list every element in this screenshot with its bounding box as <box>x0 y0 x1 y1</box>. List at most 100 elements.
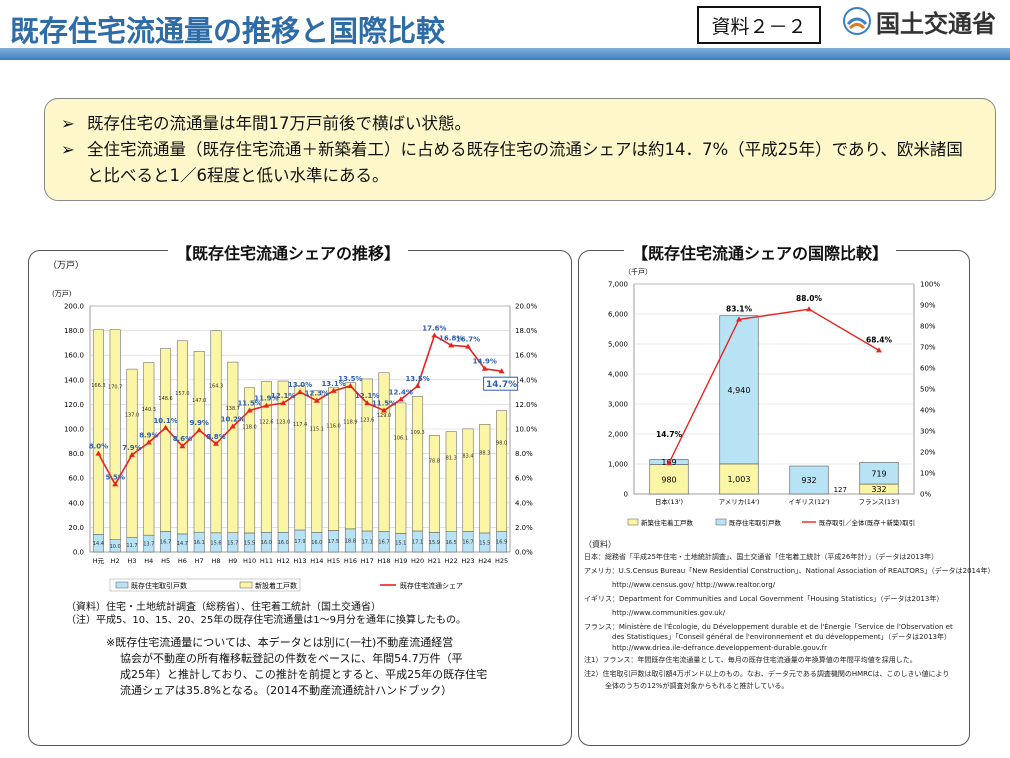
bar-existing-label: 15.5 <box>244 540 255 546</box>
right-tick-label: 6.0% <box>515 475 533 483</box>
bar-new-construction <box>428 435 440 533</box>
bar-new-label: 129.0 <box>377 413 391 419</box>
page-title: 既存住宅流通量の推移と国際比較 <box>10 14 446 48</box>
right-tick-label: 70% <box>920 344 936 352</box>
bar-new-construction <box>378 372 390 532</box>
bar-existing-label: 13.7 <box>143 542 154 548</box>
left-tick-label: 180.0 <box>64 327 84 335</box>
bar-existing-label: 719 <box>871 469 886 478</box>
right-tick-label: 14.0% <box>515 376 538 384</box>
left-tick-label: 120.0 <box>64 401 84 409</box>
left-remark-line: 成25年）と推計しており、この推計を前提とすると、平成25年の既存住宅 <box>120 668 488 681</box>
bar-existing-label: 18.8 <box>345 538 356 544</box>
bar-new-label: 98.0 <box>496 440 507 446</box>
right-tick-label: 50% <box>920 386 936 394</box>
x-tick-label: H8 <box>211 557 220 565</box>
share-highlight-box <box>483 376 519 391</box>
x-tick-label: H9 <box>228 557 237 565</box>
bar-new-label: 157.0 <box>175 391 189 397</box>
left-tick-label: 160.0 <box>64 352 84 360</box>
share-data-label: 8.8% <box>206 433 225 441</box>
right-tick-label: 4.0% <box>515 499 533 507</box>
share-point <box>481 365 488 371</box>
left-remark-line: 協会が不動産の所有権移転登記の件数をベースに、年間54.7万件（平 <box>120 652 463 665</box>
legend-label: 既存住宅流通シェア <box>400 581 463 590</box>
summary-point-text: 既存住宅の流通量は年間17万戸前後で横ばい状態。 <box>87 114 471 133</box>
x-tick-label: H23 <box>461 557 474 565</box>
x-tick-label: H5 <box>161 557 170 565</box>
share-data-label: 12.1% <box>355 392 379 400</box>
left-source-line: （注）平成5、10、15、20、25年の既存住宅流通量は1～9月分を通年に換算し… <box>66 615 466 626</box>
bar-new-label: 127 <box>834 486 847 494</box>
bar-existing-label: 16.0 <box>278 540 289 546</box>
left-tick-label: 40.0 <box>68 499 84 507</box>
title-underline-bar <box>0 48 1010 60</box>
share-point <box>397 396 404 402</box>
bar-existing-label: 16.7 <box>160 540 171 546</box>
logo-text: 国土交通省 <box>876 9 996 38</box>
bar-new-label: 109.3 <box>410 430 424 436</box>
x-tick-label: H15 <box>327 557 340 565</box>
x-tick-label: フランス(13') <box>859 498 900 506</box>
left-tick-label: 200.0 <box>64 303 84 311</box>
bar-new-label: 83.4 <box>462 454 473 460</box>
y-unit-label: (万戸) <box>52 290 72 298</box>
share-data-label: 17.6% <box>422 325 446 333</box>
left-tick-label: 0.0 <box>73 549 84 557</box>
legend-swatch-new <box>239 581 253 589</box>
bar-new-label: 147.0 <box>192 398 206 404</box>
legend-label: 既存住宅取引戸数 <box>131 581 187 590</box>
left-tick-label: 2,000 <box>608 431 628 439</box>
bar-new-construction <box>143 362 155 536</box>
right-tick-label: 10.0% <box>515 426 538 434</box>
share-data-label: 10.2% <box>221 416 245 424</box>
share-data-label: 16.8% <box>439 334 463 342</box>
bar-existing-label: 17.9 <box>294 539 305 545</box>
share-data-label: 16.7% <box>456 336 480 344</box>
legend-label: 新設着工戸数 <box>255 581 297 590</box>
bar-existing <box>859 462 899 485</box>
bar-new-label: 1,003 <box>728 475 751 484</box>
right-tick-label: 20.0% <box>515 303 538 311</box>
bar-new-label: 81.3 <box>446 456 457 462</box>
bar-existing-label: 15.7 <box>227 540 238 546</box>
x-tick-label: H7 <box>195 557 204 565</box>
summary-point-text: 全住宅流通量（既存住宅流通＋新築着工）に占める既存住宅の流通シェアは約14．7%… <box>87 140 963 185</box>
x-tick-label: H21 <box>428 557 441 565</box>
x-tick-label: H16 <box>344 557 357 565</box>
x-tick-label: H17 <box>361 557 374 565</box>
x-tick-label: H12 <box>277 557 290 565</box>
legend-label: 新築住宅着工戸数 <box>641 518 694 527</box>
bar-new-label: 88.3 <box>479 451 490 457</box>
share-data-label: 13.5% <box>405 375 429 383</box>
bar-new-label: 166.3 <box>91 383 105 389</box>
left-chart: (万戸) 0.0 20.0 40.0 60.0 80.0 100.0 120.0 140.0 16… <box>52 290 538 592</box>
right-source-line: アメリカ：U.S.Census Bureau「New Residential C… <box>584 567 995 575</box>
x-tick-label: H3 <box>127 557 136 565</box>
share-point <box>313 397 320 403</box>
bar-existing-label: 16.7 <box>378 540 389 546</box>
x-tick-label: イギリス(12') <box>788 498 829 506</box>
right-tick-label: 90% <box>920 302 936 310</box>
bar-new-construction <box>328 387 340 531</box>
bar-new-label: 138.7 <box>226 406 240 412</box>
share-point <box>112 481 119 487</box>
right-source-line: 注1）フランス：年間既存住宅流通量として、毎月の既存住宅流通量の年換算値の年間平… <box>584 656 917 664</box>
right-source-line: 日本：総務省「平成25年住宅・土地統計調査」、国土交通省「住宅着工統計（平成26… <box>584 553 939 561</box>
bar-new-label: 137.0 <box>125 412 139 418</box>
left-tick-label: 60.0 <box>68 475 84 483</box>
right-source-line: http://www.driea.ile-defrance.developpem… <box>584 644 827 652</box>
share-point <box>448 342 455 348</box>
share-point <box>876 347 882 353</box>
right-tick-label: 2.0% <box>515 524 533 532</box>
legend-box <box>109 578 301 592</box>
bar-existing-label: 16.0 <box>261 540 272 546</box>
bar-new-construction <box>719 463 759 495</box>
bar-new-construction <box>311 390 323 533</box>
right-source-line: イギリス：Department for Communities and Loca… <box>584 595 944 603</box>
legend-swatch-existing <box>715 518 727 526</box>
share-point <box>381 407 387 413</box>
reference-label: 資料２－２ <box>697 6 821 44</box>
bar-new-label: 118.0 <box>242 424 256 430</box>
share-data-label: 13.0% <box>288 381 312 389</box>
